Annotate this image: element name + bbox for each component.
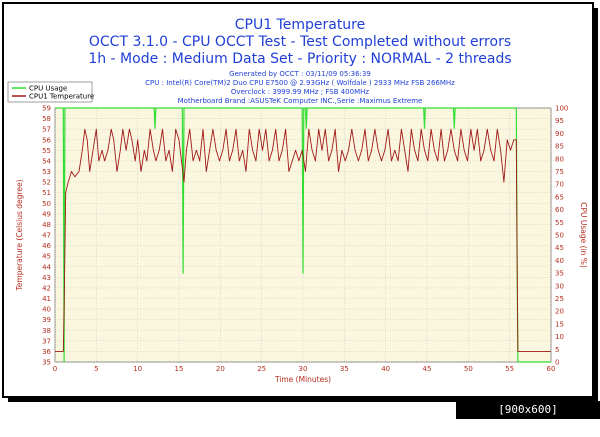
info-overclock: Overclock : 3999.99 MHz ; FSB 400MHz xyxy=(230,88,370,96)
x-tick-label: 5 xyxy=(94,365,98,373)
y-left-tick-label: 46 xyxy=(42,242,51,250)
series-group xyxy=(55,107,551,363)
y-right-tick-label: 50 xyxy=(555,232,564,240)
y-left-tick-label: 44 xyxy=(42,263,51,271)
x-tick-label: 25 xyxy=(257,365,266,373)
y-right-tick-label: 90 xyxy=(555,130,564,138)
legend-temp-label: CPU1 Temperature xyxy=(29,93,94,101)
x-axis-ticks: 0 5 10 15 20 25 30 35 40 45 50 55 60 xyxy=(53,365,556,373)
y-left-tick-label: 42 xyxy=(42,284,51,292)
x-tick-label: 45 xyxy=(423,365,432,373)
y-right-tick-label: 40 xyxy=(555,257,564,265)
x-tick-label: 60 xyxy=(547,365,556,373)
footer-watermark: [900x600] http://upic.me/ xyxy=(456,401,600,434)
y-right-tick-label: 95 xyxy=(555,117,564,125)
y-left-tick-label: 57 xyxy=(42,126,51,134)
y-right-tick-label: 70 xyxy=(555,181,564,189)
y-left-tick-label: 55 xyxy=(42,147,51,155)
y-left-tick-label: 54 xyxy=(42,157,51,165)
y-left-tick-label: 45 xyxy=(42,253,51,261)
y-right-tick-label: 15 xyxy=(555,320,564,328)
y-left-tick-label: 48 xyxy=(42,221,51,229)
y-left-tick-label: 35 xyxy=(42,359,51,367)
x-tick-label: 15 xyxy=(175,365,184,373)
y-right-axis-label: CPU Usage (in %) xyxy=(579,202,588,268)
y-right-tick-label: 35 xyxy=(555,270,564,278)
y-left-tick-label: 39 xyxy=(42,316,51,324)
frame-shadow-bottom xyxy=(8,398,598,402)
y-left-tick-label: 49 xyxy=(42,210,51,218)
chart-subtitle-test: OCCT 3.1.0 - CPU OCCT Test - Test Comple… xyxy=(88,34,512,50)
y-right-tick-label: 25 xyxy=(555,295,564,303)
y-left-tick-label: 52 xyxy=(42,179,51,187)
x-tick-label: 30 xyxy=(299,365,308,373)
info-generated: Generated by OCCT : 03/11/09 05:36:39 xyxy=(229,70,371,78)
y-left-tick-label: 47 xyxy=(42,232,51,240)
y-right-tick-label: 100 xyxy=(555,105,568,113)
chart-svg: CPU Usage CPU1 Temperature 0 5 10 15 20 25 30 3… xyxy=(7,81,588,384)
y-right-tick-label: 45 xyxy=(555,244,564,252)
x-tick-label: 55 xyxy=(505,365,514,373)
y-right-tick-label: 20 xyxy=(555,308,564,316)
y-left-tick-label: 59 xyxy=(42,105,51,113)
info-cpu: CPU : Intel(R) Core(TM)2 Duo CPU E7500 @… xyxy=(145,79,455,87)
y-right-tick-label: 55 xyxy=(555,219,564,227)
frame-shadow-right xyxy=(594,8,598,402)
legend-box xyxy=(7,81,93,103)
y-right-tick-label: 30 xyxy=(555,282,564,290)
info-motherboard: Motherboard Brand :ASUSTeK Computer INC.… xyxy=(177,97,423,105)
y-left-tick-label: 41 xyxy=(42,295,51,303)
chart-subtitle-mode: 1h - Mode : Medium Data Set - Priority :… xyxy=(88,51,512,67)
y-right-tick-label: 85 xyxy=(555,143,564,151)
y-left-axis-ticks: 35 36 37 38 39 40 41 42 43 44 45 46 47 48 49 50 51 52 53 54… xyxy=(42,105,51,367)
y-right-axis-ticks: 0 5 10 15 20 25 30 35 40 45 50 55 60 65 70 75 80 85 90 95 10… xyxy=(555,105,568,367)
y-left-tick-label: 43 xyxy=(42,274,51,282)
y-left-tick-label: 40 xyxy=(42,306,51,314)
x-axis-label: Time (Minutes) xyxy=(274,375,331,384)
y-left-tick-label: 58 xyxy=(42,115,51,123)
legend-usage-label: CPU Usage xyxy=(29,85,67,93)
y-right-tick-label: 10 xyxy=(555,333,564,341)
y-right-tick-label: 5 xyxy=(555,346,559,354)
y-right-tick-label: 65 xyxy=(555,193,564,201)
y-left-tick-label: 53 xyxy=(42,168,51,176)
y-left-tick-label: 38 xyxy=(42,327,51,335)
cpu-usage-line xyxy=(55,107,551,363)
y-right-tick-label: 75 xyxy=(555,168,564,176)
x-tick-label: 35 xyxy=(340,365,349,373)
y-left-tick-label: 36 xyxy=(42,348,51,356)
y-left-tick-label: 37 xyxy=(42,337,51,345)
y-left-axis-label: Temperature (Celsius degree) xyxy=(15,179,24,291)
x-tick-label: 20 xyxy=(216,365,225,373)
x-tick-label: 0 xyxy=(53,365,57,373)
legend: CPU Usage CPU1 Temperature xyxy=(7,81,94,103)
x-tick-label: 10 xyxy=(133,365,142,373)
y-right-tick-label: 60 xyxy=(555,206,564,214)
x-tick-label: 50 xyxy=(464,365,473,373)
cpu-temperature-line xyxy=(55,128,551,352)
chart-title: CPU1 Temperature xyxy=(234,17,366,33)
y-right-tick-label: 80 xyxy=(555,155,564,163)
x-tick-label: 40 xyxy=(381,365,390,373)
y-left-tick-label: 50 xyxy=(42,200,51,208)
y-right-tick-label: 0 xyxy=(555,359,559,367)
y-left-tick-label: 56 xyxy=(42,136,51,144)
y-left-tick-label: 51 xyxy=(42,189,51,197)
